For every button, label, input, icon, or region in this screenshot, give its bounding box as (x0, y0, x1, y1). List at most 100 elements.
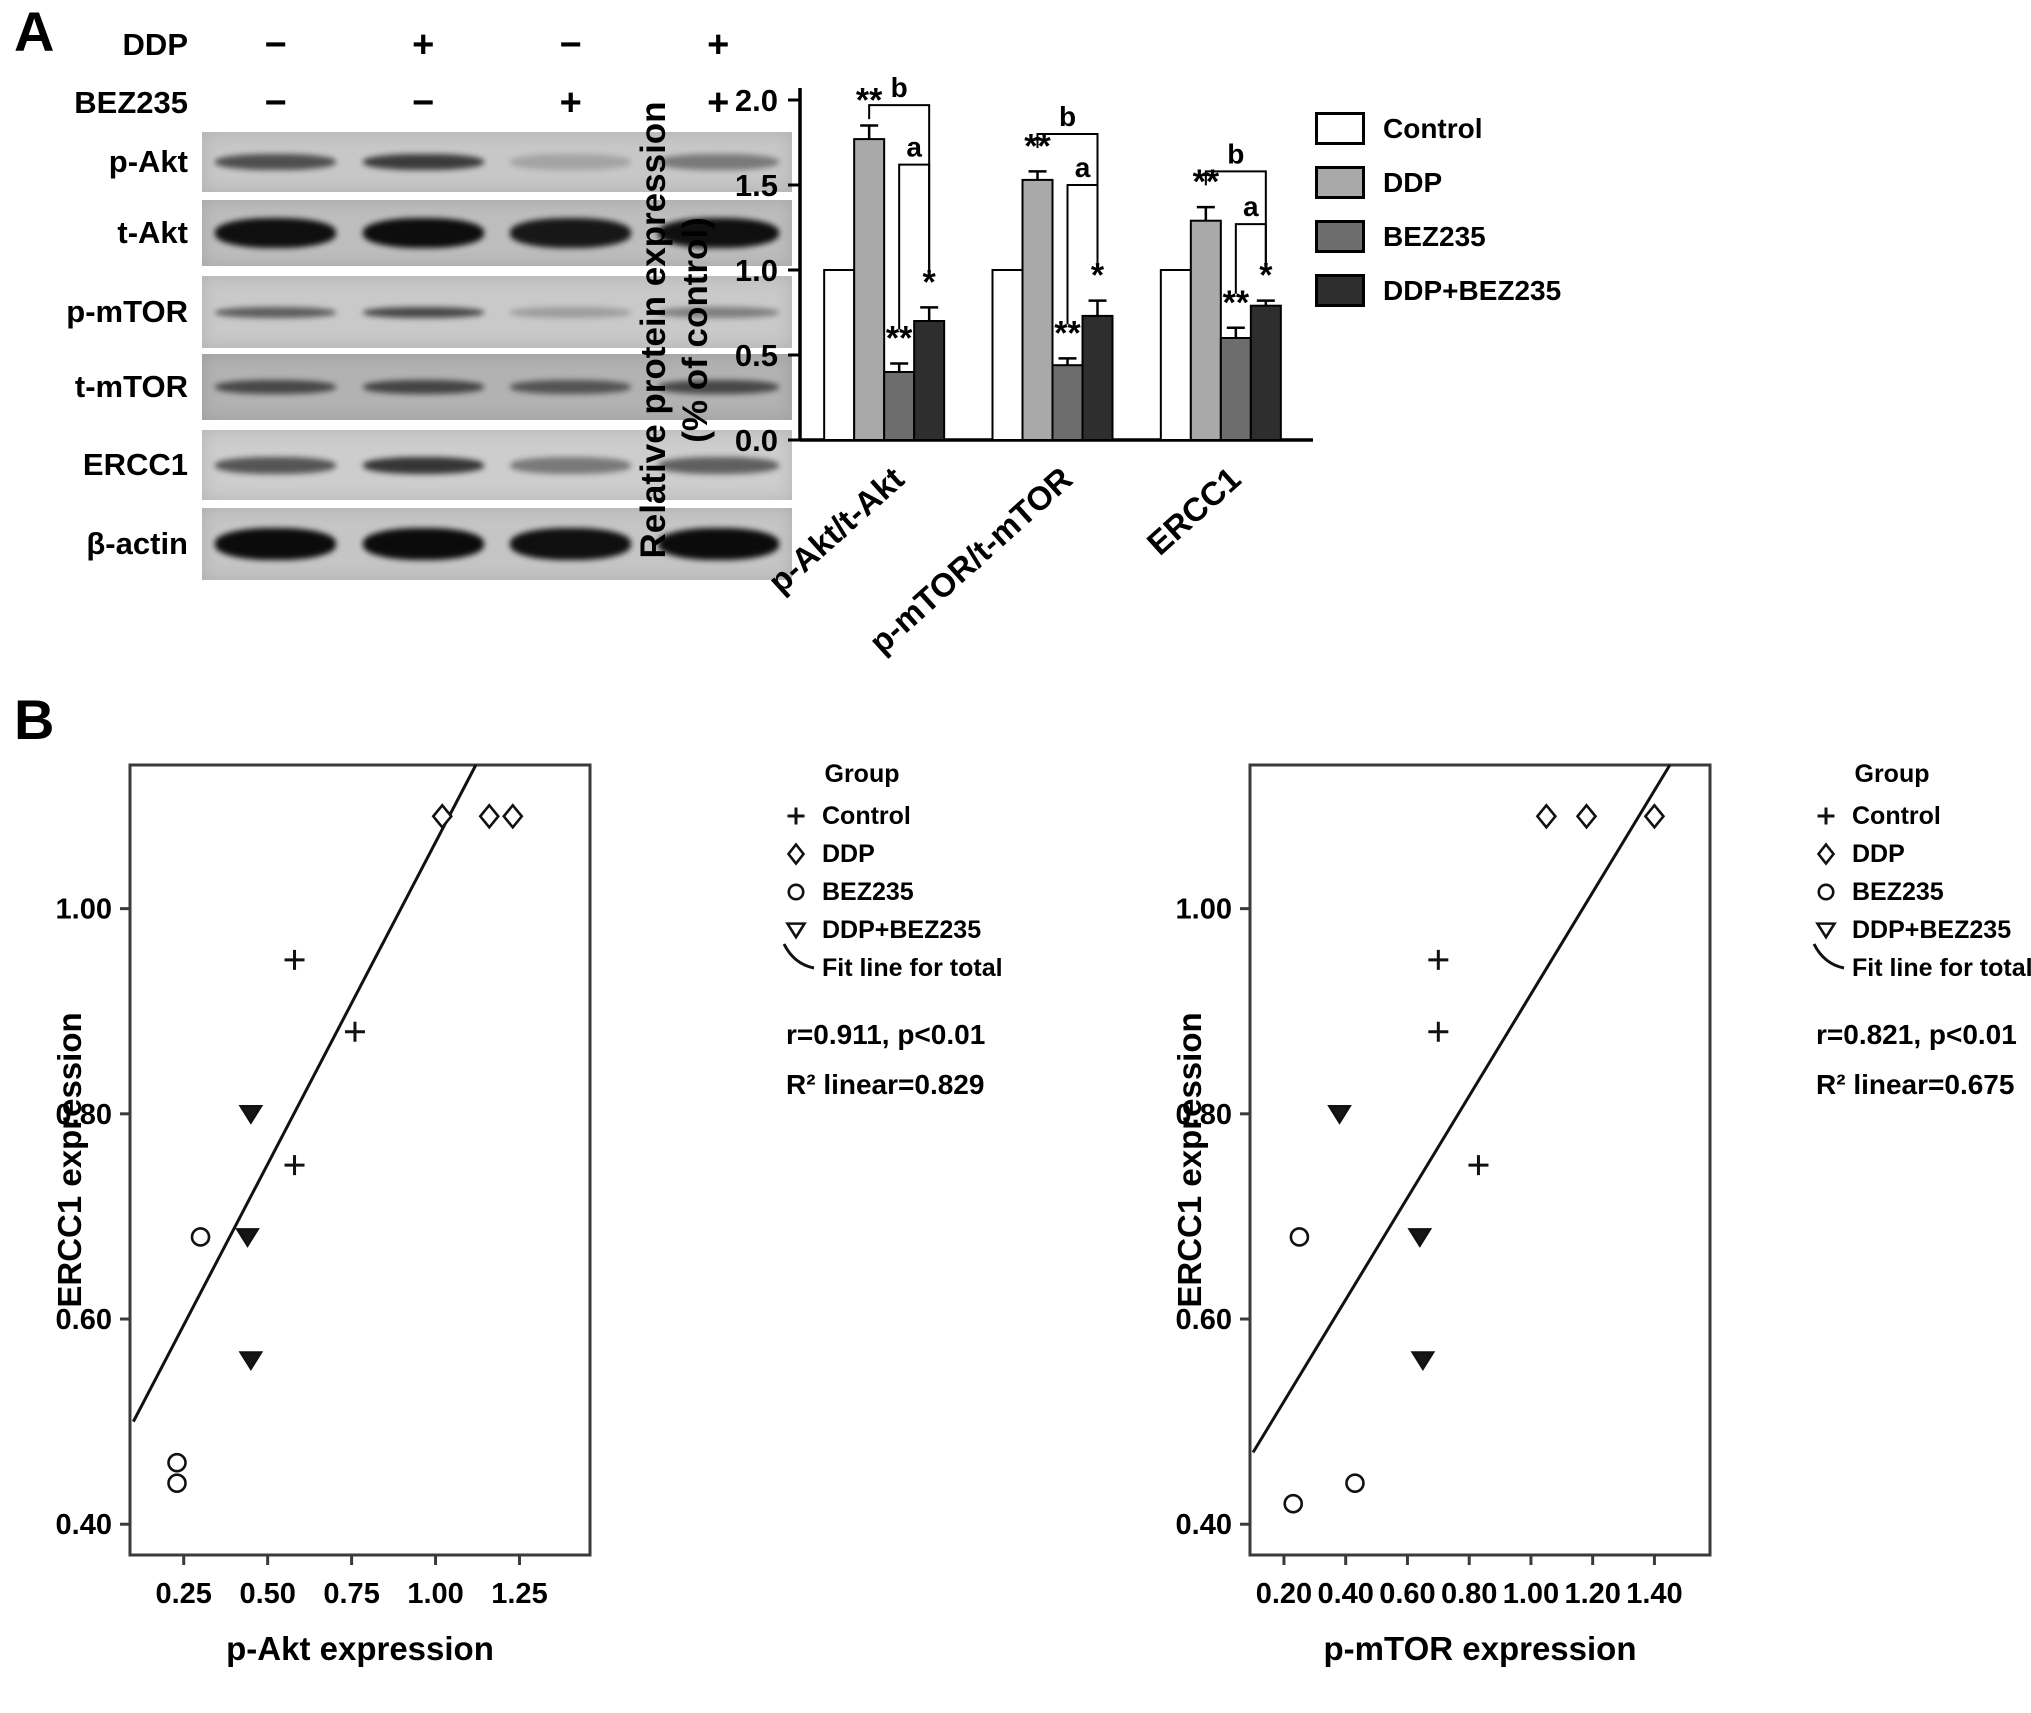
marker-diamond (1535, 803, 1558, 830)
legend-label: DDP (1852, 840, 1905, 868)
treatment-sign: + (559, 81, 582, 124)
scatter-plot-pmtor: 0.20 0.40 0.60 0.80 1.00 1.20 1.400.400.600.80… (1175, 760, 2031, 1667)
legend-label: Control (822, 802, 911, 830)
legend-item: Control (1315, 112, 1561, 145)
blot-lane (202, 508, 350, 580)
marker-triangle-down (1410, 1351, 1436, 1372)
y-axis-label: Relative protein expression(% of control… (634, 101, 715, 558)
protein-band (657, 528, 779, 560)
blot-lane (497, 430, 645, 500)
x-tick-label: 1.00 (1503, 1578, 1559, 1610)
blot-lane (202, 132, 350, 192)
treatment-sign: − (412, 81, 435, 124)
protein-band (362, 306, 484, 318)
blot-row: β-actin (60, 508, 792, 580)
marker-plus (1817, 807, 1835, 825)
blot-row: p-mTOR (60, 276, 792, 348)
blot-lane (202, 276, 350, 348)
fit-line-legend-label: Fit line for total (822, 954, 1003, 982)
x-tick-label: 0.50 (239, 1578, 295, 1610)
y-tick-label: 1.5 (735, 168, 778, 203)
plot-frame (1248, 763, 1712, 1557)
blot-lane (645, 200, 793, 266)
marker-circle (1289, 1227, 1310, 1247)
legend-label: DDP+BEZ235 (1383, 274, 1562, 306)
marker-triangle-down (785, 922, 807, 940)
treatment-sign: + (412, 23, 435, 66)
blot-lane (202, 200, 350, 266)
fit-line-legend-glyph (1812, 943, 1845, 970)
bar-BEZ235 (1219, 337, 1252, 441)
blot-strip (202, 430, 792, 500)
blot-strip (202, 508, 792, 580)
protein-band (657, 380, 779, 394)
legend-label: DDP (822, 840, 875, 868)
significance-label: * (1259, 257, 1273, 295)
blot-lane (350, 430, 498, 500)
blot-lane (497, 132, 645, 192)
treatment-row: BEZ235 − − + + (60, 74, 792, 132)
category-label: p-Akt/t-Akt (761, 460, 911, 600)
blot-label: ERCC1 (82, 447, 188, 482)
blot-row: ERCC1 (60, 430, 792, 500)
y-tick-label: 2.0 (735, 83, 778, 118)
blot-lane (350, 276, 498, 348)
protein-band (510, 528, 632, 560)
marker-triangle-down (238, 1351, 264, 1372)
legend-label: BEZ235 (822, 878, 914, 906)
r-squared-stat: R² linear=0.675 (1816, 1069, 2014, 1100)
marker-plus (344, 1021, 365, 1042)
bar-DDP (1189, 219, 1222, 441)
marker-plus (1428, 949, 1449, 970)
protein-band (657, 456, 779, 474)
treatment-sign: + (707, 81, 730, 124)
marker-triangle-down (235, 1228, 260, 1248)
blot-strip (202, 132, 792, 192)
blot-row: t-Akt (60, 200, 792, 266)
blot-label: t-mTOR (74, 369, 188, 404)
marker-circle (167, 1473, 187, 1493)
y-axis-label: ERCC1 expression (1175, 1012, 1208, 1307)
blot-lane (497, 354, 645, 420)
protein-band (510, 218, 632, 248)
bar-chart: 0.00.51.01.52.0 *****p-Akt/t-Akt*****p-mT… (634, 72, 1313, 661)
x-tick-label: 1.00 (407, 1578, 463, 1610)
bracket-label: a (906, 132, 922, 163)
legend-swatch (1315, 220, 1365, 253)
bar-DDP (1021, 178, 1054, 442)
blot-label: t-Akt (117, 215, 188, 250)
x-tick-label: 0.20 (1256, 1578, 1312, 1610)
marker-diamond (786, 842, 806, 866)
blot-lane (645, 354, 793, 420)
correlation-stat: r=0.911, p<0.01 (786, 1019, 985, 1050)
bar-DDP (853, 138, 886, 441)
treatment-signs: − − + + (202, 82, 792, 125)
x-tick-label: 0.80 (1441, 1578, 1497, 1610)
blot-row: p-Akt (60, 132, 792, 192)
plot-frame (128, 763, 592, 1557)
treatment-name: DDP (122, 27, 188, 62)
r-squared-stat: R² linear=0.829 (786, 1069, 984, 1100)
treatment-row: DDP − + − + (60, 16, 792, 74)
protein-band (362, 528, 484, 560)
legend-item: DDP+BEZ235 (1315, 274, 1561, 307)
protein-band (215, 380, 337, 394)
bar-Control (991, 269, 1024, 441)
x-axis-label: p-Akt expression (226, 1630, 494, 1667)
protein-band (510, 306, 632, 318)
y-tick-label: 0.60 (56, 1304, 112, 1336)
blot-lane (645, 276, 793, 348)
y-tick-label: 0.5 (735, 338, 778, 373)
y-tick-label: 0.40 (1176, 1509, 1232, 1541)
western-blot-section: DDP − + − + BEZ235 − − + + p-Akt t-Akt p-mTOR t-mTOR E… (60, 16, 792, 580)
bar-Control (823, 269, 856, 441)
marker-diamond (431, 803, 453, 830)
fit-line-legend-glyph (782, 943, 815, 970)
marker-plus (1468, 1155, 1489, 1176)
blot-row: t-mTOR (60, 354, 792, 420)
treatment-sign: − (264, 81, 287, 124)
fit-line (132, 764, 478, 1423)
treatment-sign: + (707, 23, 730, 66)
marker-circle (787, 883, 805, 901)
marker-diamond (1816, 842, 1836, 866)
